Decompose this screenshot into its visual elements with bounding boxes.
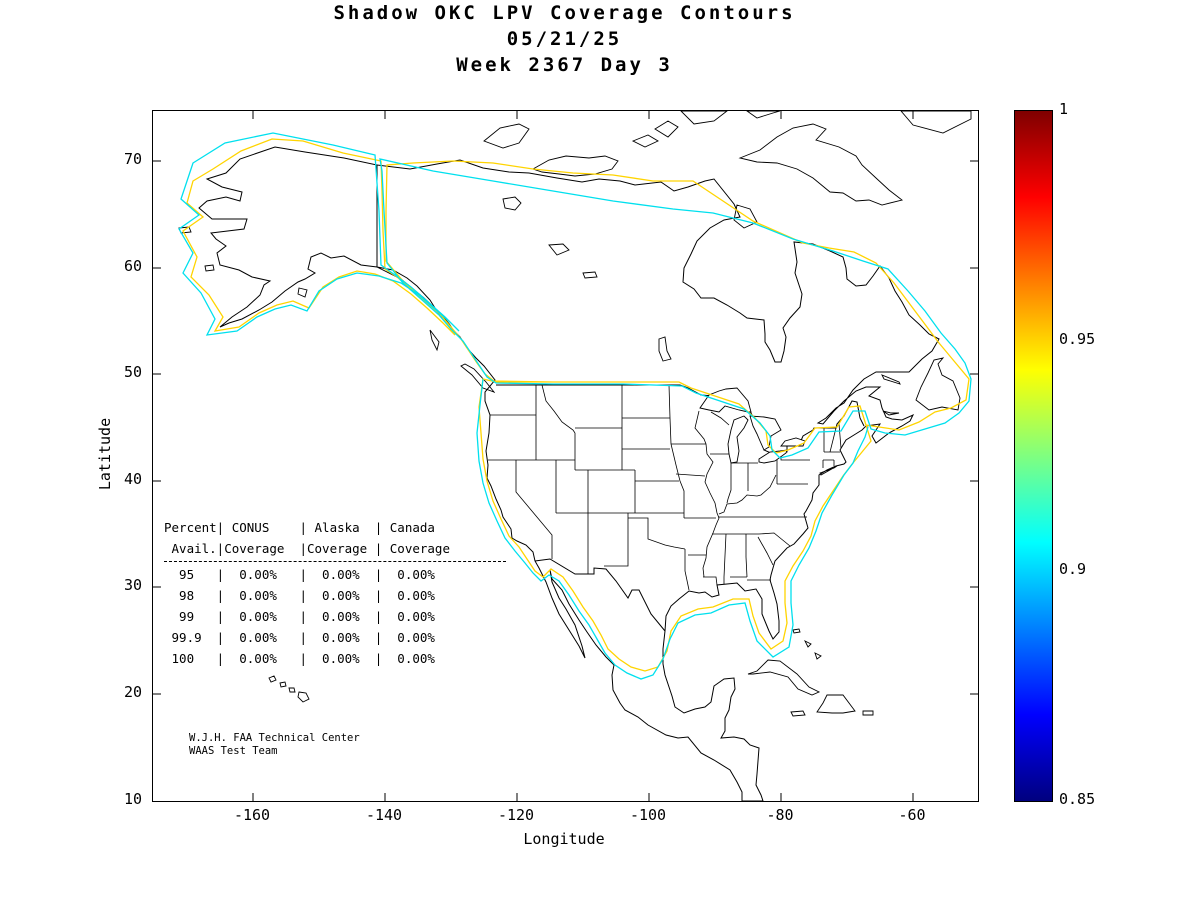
- x-axis-label: Longitude: [523, 830, 605, 848]
- map-plot-area: Percent| CONUS | Alaska | Canada Avail.|…: [152, 110, 979, 802]
- figure-title: Shadow OKC LPV Coverage Contours: [333, 2, 796, 24]
- y-tick-30: 30: [123, 576, 142, 594]
- table-row-100: 100 | 0.00% | 0.00% | 0.00%: [164, 651, 435, 666]
- us-state-borders-path: [488, 384, 842, 591]
- table-row-99-9: 99.9 | 0.00% | 0.00% | 0.00%: [164, 630, 435, 645]
- mainland-coastline-path: [376, 159, 940, 801]
- credit-block: W.J.H. FAA Technical Center WAAS Test Te…: [189, 732, 360, 758]
- credit-line-1: W.J.H. FAA Technical Center: [189, 732, 360, 744]
- table-row-95: 95 | 0.00% | 0.00% | 0.00%: [164, 567, 435, 582]
- figure-date: 05/21/25: [506, 28, 623, 50]
- y-tick-10: 10: [123, 790, 142, 808]
- north-america-map: [153, 111, 978, 801]
- table-row-98: 98 | 0.00% | 0.00% | 0.00%: [164, 588, 435, 603]
- figure-week-day: Week 2367 Day 3: [456, 54, 673, 76]
- table-header-row-1: Percent| CONUS | Alaska | Canada: [164, 520, 435, 535]
- islands-path: [178, 111, 972, 717]
- credit-line-2: WAAS Test Team: [189, 745, 278, 757]
- y-axis-label: Latitude: [96, 417, 114, 491]
- x-tick-n80: -80: [766, 806, 794, 824]
- colorbar-tick-1: 1: [1059, 100, 1069, 118]
- table-header-row-2: Avail.|Coverage |Coverage | Coverage: [164, 541, 450, 556]
- table-row-99: 99 | 0.00% | 0.00% | 0.00%: [164, 609, 435, 624]
- table-separator: [164, 561, 506, 562]
- y-tick-20: 20: [123, 683, 142, 701]
- x-tick-n160: -160: [233, 806, 271, 824]
- axis-tick-marks: [153, 111, 978, 801]
- contour-090-path: [178, 132, 972, 680]
- y-tick-40: 40: [123, 470, 142, 488]
- alaska-coastline-path: [198, 146, 451, 328]
- y-tick-60: 60: [123, 257, 142, 275]
- y-tick-50: 50: [123, 363, 142, 381]
- coverage-stats-table: Percent| CONUS | Alaska | Canada Avail.|…: [164, 517, 506, 669]
- colorbar: [1014, 110, 1053, 802]
- international-borders-path: [496, 384, 865, 632]
- x-tick-n140: -140: [365, 806, 403, 824]
- x-tick-n100: -100: [629, 806, 667, 824]
- colorbar-tick-085: 0.85: [1059, 790, 1096, 808]
- x-tick-n120: -120: [497, 806, 535, 824]
- x-tick-n60: -60: [898, 806, 926, 824]
- colorbar-tick-095: 0.95: [1059, 330, 1096, 348]
- y-tick-70: 70: [123, 150, 142, 168]
- colorbar-tick-09: 0.9: [1059, 560, 1087, 578]
